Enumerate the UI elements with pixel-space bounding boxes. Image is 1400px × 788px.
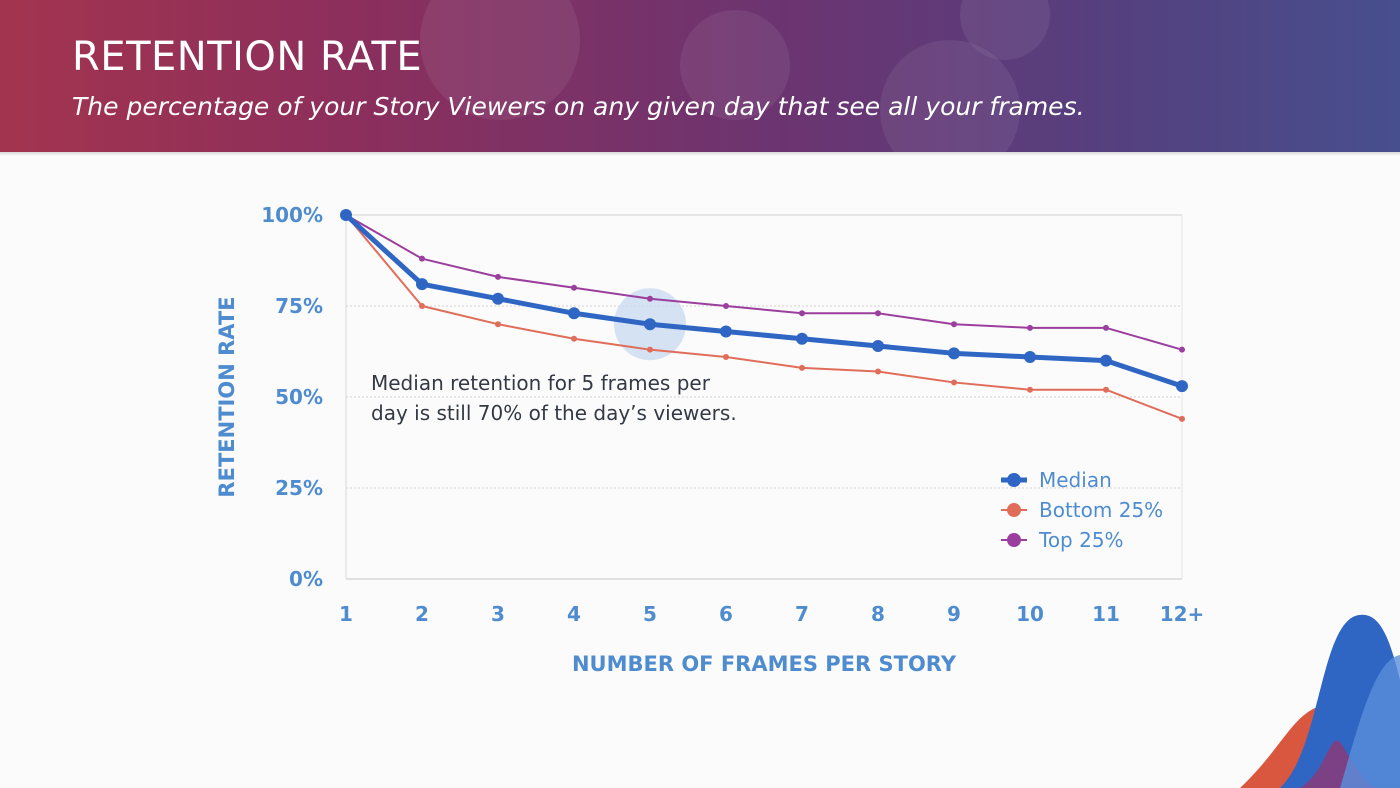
legend-swatch-marker: [1007, 503, 1021, 517]
data-point: [799, 310, 805, 317]
data-point: [1103, 386, 1109, 393]
legend-item: Bottom 25%: [1001, 498, 1163, 522]
legend-swatch-marker: [1007, 473, 1021, 487]
data-point: [723, 353, 729, 360]
data-point: [723, 303, 729, 309]
chart-annotation: Median retention for 5 frames per day is…: [371, 371, 737, 425]
data-point: [419, 303, 425, 309]
data-point: [951, 379, 957, 386]
background-blob: [680, 10, 790, 120]
page-title: RETENTION RATE: [72, 34, 423, 80]
data-point: [948, 347, 960, 360]
data-point: [720, 325, 732, 338]
data-point: [1100, 354, 1112, 367]
chart-gridlines: [346, 214, 1183, 579]
legend-item: Median: [1001, 468, 1112, 492]
series-median: [340, 209, 1188, 393]
data-point: [419, 255, 425, 262]
decorative-wave-light-blue: [1340, 655, 1400, 788]
data-point: [875, 310, 881, 317]
data-point: [1179, 415, 1185, 422]
series-top-25: [343, 212, 1185, 353]
data-point: [1027, 386, 1033, 393]
data-point: [872, 340, 884, 353]
y-tick-label: 100%: [261, 203, 323, 227]
x-tick-label: 8: [871, 602, 885, 626]
x-axis-title: NUMBER OF FRAMES PER STORY: [572, 652, 957, 676]
data-point: [495, 273, 501, 280]
data-point: [492, 292, 504, 305]
chart-axes: [345, 215, 1182, 580]
data-point: [571, 284, 577, 291]
data-point: [1176, 380, 1188, 393]
series-line: [344, 213, 1183, 389]
data-point: [799, 364, 805, 371]
page-subtitle: The percentage of your Story Viewers on …: [72, 92, 1085, 121]
x-tick-label: 1: [339, 602, 353, 626]
x-tick-label: 10: [1016, 602, 1044, 626]
x-tick-label: 12+: [1160, 602, 1205, 626]
x-tick-label: 3: [491, 602, 505, 626]
x-tick-label: 7: [795, 602, 809, 626]
annotation-line: Median retention for 5 frames per: [371, 371, 711, 395]
y-tick-label: 0%: [289, 567, 323, 591]
annotation-line: day is still 70% of the day’s viewers.: [371, 401, 737, 425]
chart-series: [340, 209, 1188, 422]
legend-item: Top 25%: [1001, 528, 1124, 552]
data-point: [647, 295, 653, 302]
header-banner: RETENTION RATE The percentage of your St…: [0, 0, 1400, 152]
legend-label: Bottom 25%: [1039, 498, 1163, 522]
x-tick-label: 11: [1092, 602, 1120, 626]
x-tick-label: 5: [643, 602, 657, 626]
x-tick-label: 9: [947, 602, 961, 626]
data-point: [951, 321, 957, 328]
x-axis-ticks: 1 2 3 4 5 6 7 8 9 10 11 12+: [339, 602, 1204, 626]
legend-label: Top 25%: [1038, 528, 1124, 552]
x-tick-label: 6: [719, 602, 733, 626]
data-point: [416, 278, 428, 291]
data-point: [1024, 350, 1036, 363]
data-point: [1027, 324, 1033, 331]
legend-label: Median: [1039, 468, 1112, 492]
decorative-waves: [1240, 614, 1400, 788]
y-tick-label: 50%: [275, 385, 323, 409]
data-point: [644, 318, 656, 331]
y-axis-title: RETENTION RATE: [215, 296, 239, 497]
legend-swatch-marker: [1007, 533, 1021, 547]
data-point: [875, 368, 881, 375]
background-blob: [880, 40, 1020, 152]
series-line: [345, 214, 1183, 420]
data-point: [647, 346, 653, 353]
data-point: [1179, 346, 1185, 353]
data-point: [340, 209, 352, 221]
y-axis-ticks: 0% 25% 50% 75% 100%: [261, 203, 323, 591]
data-point: [1103, 324, 1109, 331]
series-line: [345, 214, 1183, 351]
data-point: [495, 321, 501, 328]
data-point: [796, 332, 808, 345]
chart-legend: Median Bottom 25% Top 25%: [1001, 468, 1163, 552]
y-tick-label: 75%: [275, 294, 323, 318]
x-tick-label: 2: [415, 602, 429, 626]
banner-shadow: [0, 152, 1400, 156]
y-tick-label: 25%: [275, 476, 323, 500]
data-point: [568, 307, 580, 320]
x-tick-label: 4: [567, 602, 581, 626]
data-point: [571, 335, 577, 342]
